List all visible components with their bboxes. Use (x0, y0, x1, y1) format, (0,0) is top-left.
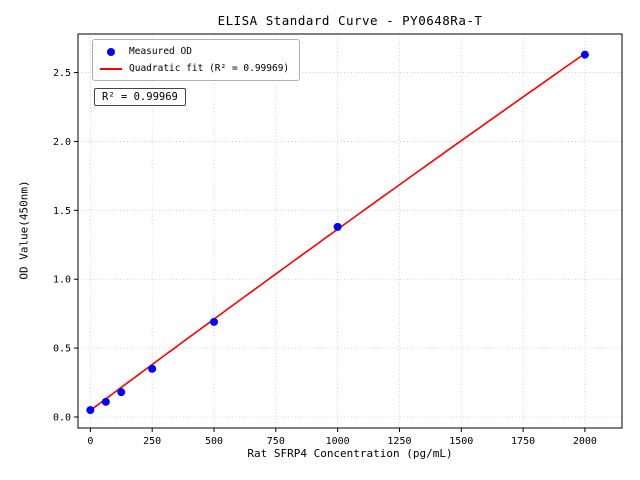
x-tick-label: 1500 (449, 436, 473, 447)
legend-label-quadratic-fit: Quadratic fit (R² = 0.99969) (129, 63, 290, 74)
x-tick-label: 1750 (511, 436, 535, 447)
x-tick-label: 250 (143, 436, 161, 447)
x-tick-label: 750 (267, 436, 285, 447)
data-point (86, 406, 95, 415)
legend-swatch (100, 47, 122, 56)
y-tick-label: 0.5 (53, 344, 71, 355)
legend-label-measured-od: Measured OD (129, 46, 192, 57)
data-point (580, 50, 589, 59)
plot-border (77, 33, 623, 429)
measured-od-marker-icon (107, 47, 115, 56)
data-point (333, 222, 342, 231)
y-tick-label: 0.0 (53, 412, 71, 423)
data-point (148, 364, 157, 373)
legend: Measured OD Quadratic fit (R² = 0.99969) (92, 39, 301, 81)
x-tick-label: 2000 (573, 436, 597, 447)
x-tick-label: 0 (87, 436, 93, 447)
x-axis-label: Rat SFRP4 Concentration (pg/mL) (247, 447, 453, 460)
data-point (101, 397, 110, 406)
y-axis-label: OD Value(450nm) (17, 180, 31, 280)
y-tick-label: 1.5 (53, 206, 71, 217)
x-tick-label: 1250 (387, 436, 411, 447)
fit-line-marker-icon (100, 67, 122, 70)
x-tick-label: 500 (205, 436, 223, 447)
legend-item-measured-od: Measured OD (100, 45, 289, 58)
data-point (117, 388, 126, 397)
y-tick-label: 2.0 (53, 137, 71, 148)
legend-item-quadratic-fit: Quadratic fit (R² = 0.99969) (100, 62, 289, 75)
x-tick-label: 1000 (326, 436, 350, 447)
y-tick-label: 2.5 (53, 68, 71, 79)
y-tick-label: 1.0 (53, 275, 71, 286)
r-squared-annotation: R² = 0.99969 (94, 88, 186, 106)
data-point (210, 317, 218, 326)
legend-swatch (100, 67, 122, 70)
chart-title: ELISA Standard Curve - PY0648Ra-T (217, 13, 483, 28)
